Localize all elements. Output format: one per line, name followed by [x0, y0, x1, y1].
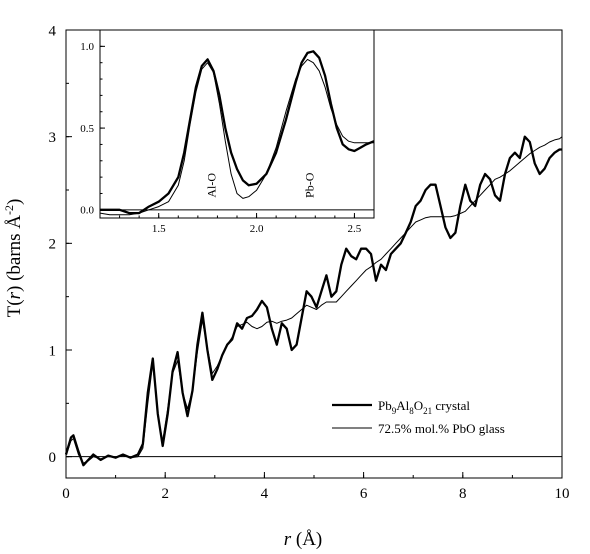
inset-x-tick-label: 2.5	[348, 223, 362, 235]
main-y-tick-label: 0	[49, 450, 57, 466]
main-series-line-glass	[65, 136, 563, 464]
legend-label-crystal: Pb9Al8O21 crystal	[378, 398, 470, 416]
inset-x-axis: 1.5 2.0 2.5	[99, 213, 375, 235]
main-x-tick-label: 2	[161, 486, 169, 502]
main-series-group	[64, 135, 563, 467]
main-y-tick-label: 3	[49, 130, 57, 146]
main-x-tick-label: 6	[360, 486, 368, 502]
inset-series-group	[99, 50, 375, 216]
main-y-tick-label: 2	[49, 237, 57, 253]
y-axis-label: T(r) (barns Å-2)	[2, 199, 25, 318]
inset-plot-frame	[99, 29, 375, 219]
x-axis-label: r (Å)	[284, 529, 323, 550]
inset-x-tick-label: 2.0	[250, 223, 264, 235]
inset-series-line-glass	[99, 58, 374, 216]
inset-y-tick-label: 1.0	[80, 41, 94, 53]
legend-label-glass: 72.5% mol.% PbO glass	[378, 421, 505, 436]
main-x-tick-label: 10	[555, 486, 570, 502]
main-x-tick-label: 4	[261, 486, 269, 502]
main-x-tick-label: 0	[62, 486, 70, 502]
inset-y-tick-label: 0.0	[80, 205, 94, 217]
inset-annotation-label: Al-O	[205, 173, 219, 198]
inset-y-axis: 0.0 0.5 1.0	[80, 29, 105, 217]
main-y-tick-label: 4	[49, 23, 57, 39]
inset-x-tick-label: 1.5	[152, 223, 166, 235]
main-y-tick-label: 1	[49, 343, 57, 359]
main-y-axis: 0 1 2 3 4	[49, 23, 72, 466]
inset-y-tick-label: 0.5	[80, 123, 94, 135]
inset-annotation-label: Pb-O	[302, 172, 316, 198]
legend: Pb9Al8O21 crystal 72.5% mol.% PbO glass	[332, 398, 505, 436]
main-x-axis: 0 2 4 6 8 10	[62, 472, 570, 502]
main-x-tick-label: 8	[459, 486, 467, 502]
inset-annotations: Al-O Pb-O	[205, 172, 317, 198]
